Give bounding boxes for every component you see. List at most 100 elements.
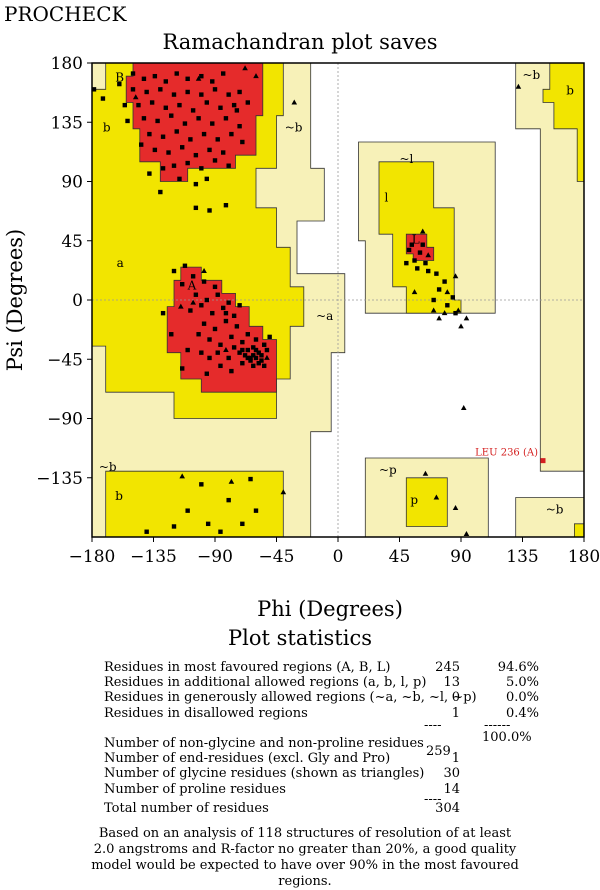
residue-point bbox=[207, 355, 212, 361]
residue-point bbox=[420, 242, 425, 247]
reference-lines bbox=[92, 63, 584, 537]
allowed-region-p bbox=[405, 477, 448, 527]
residue-point bbox=[251, 363, 256, 369]
allowed-region-corner bbox=[574, 523, 585, 538]
glycine-point bbox=[178, 303, 184, 309]
residue-point bbox=[199, 92, 204, 97]
residue-point bbox=[404, 260, 409, 266]
residue-point bbox=[231, 345, 237, 350]
residue-point bbox=[180, 282, 185, 287]
residue-point bbox=[122, 102, 127, 108]
region-labels: Bb ~b a A ~a ~l l L ~b b ~b b ~p p ~b bbox=[99, 68, 574, 516]
residue-point bbox=[215, 137, 220, 142]
residue-point bbox=[193, 292, 199, 297]
residue-point bbox=[160, 310, 166, 316]
residue-point bbox=[171, 163, 177, 168]
residue-point bbox=[147, 131, 152, 137]
glycine-point bbox=[515, 83, 522, 89]
y-axis-label: Psi (Degrees) bbox=[3, 229, 27, 372]
residue-point bbox=[259, 358, 264, 363]
residue-point bbox=[188, 308, 193, 313]
residue-point bbox=[218, 363, 223, 369]
residue-point bbox=[237, 89, 242, 95]
residue-point bbox=[100, 96, 106, 101]
residue-point bbox=[262, 363, 267, 369]
residue-point bbox=[245, 347, 250, 353]
residue-point bbox=[240, 339, 245, 345]
residue-point bbox=[223, 310, 229, 316]
residue-point bbox=[166, 150, 171, 155]
residue-point bbox=[245, 100, 250, 105]
glycine-point bbox=[195, 75, 202, 81]
region-label: b bbox=[103, 120, 111, 134]
residue-point bbox=[251, 353, 256, 358]
stat-label: Residues in disallowed regions bbox=[104, 706, 308, 721]
residue-point bbox=[188, 137, 193, 142]
x-tick-label: −45 bbox=[259, 547, 295, 567]
residue-point bbox=[152, 147, 158, 153]
stat-count: 14 bbox=[443, 782, 460, 797]
separator: ---- bbox=[424, 792, 442, 807]
residue-point bbox=[210, 121, 215, 126]
stat-percent: 5.0% bbox=[505, 675, 539, 690]
stat-label: Residues in most favoured regions (A, B,… bbox=[104, 660, 391, 675]
residue-point bbox=[180, 366, 185, 371]
residue-point bbox=[149, 100, 155, 105]
region-label: b bbox=[115, 489, 123, 503]
glycine-point bbox=[228, 478, 235, 484]
y-tick-label: −135 bbox=[36, 469, 83, 489]
y-tick-label: 45 bbox=[61, 232, 83, 252]
residue-point bbox=[199, 73, 204, 79]
glycine-point bbox=[444, 289, 451, 295]
residue-points: LEU 236 (A) bbox=[91, 65, 546, 536]
residue-point bbox=[196, 332, 201, 337]
glycine-point bbox=[441, 310, 448, 316]
residue-point bbox=[453, 310, 458, 316]
glycine-point bbox=[190, 299, 196, 305]
residue-point bbox=[223, 203, 229, 208]
residue-point bbox=[256, 350, 261, 355]
residue-point bbox=[207, 147, 212, 153]
residue-point bbox=[147, 171, 152, 176]
region-label: ~b bbox=[546, 502, 564, 516]
residue-point bbox=[185, 508, 190, 513]
stat-count: 30 bbox=[443, 766, 460, 781]
residue-point bbox=[177, 176, 182, 182]
residue-point bbox=[210, 310, 215, 316]
residue-point bbox=[180, 145, 185, 150]
residue-point bbox=[240, 361, 245, 366]
residue-point bbox=[171, 524, 177, 529]
residue-point bbox=[248, 358, 253, 363]
residue-point bbox=[182, 121, 188, 126]
glycine-point bbox=[419, 228, 426, 234]
stat-percent: 0.4% bbox=[505, 706, 539, 721]
residue-point bbox=[218, 105, 223, 110]
region-label: B bbox=[115, 70, 124, 84]
stat-percent: 0.0% bbox=[505, 690, 539, 705]
residue-point bbox=[155, 118, 160, 124]
residue-point bbox=[412, 258, 417, 263]
residue-point bbox=[256, 361, 261, 366]
residue-point bbox=[226, 355, 231, 361]
residue-point bbox=[226, 163, 231, 168]
separator: ------ bbox=[484, 718, 511, 733]
residue-point bbox=[248, 476, 253, 482]
residue-point bbox=[205, 521, 211, 527]
residue-point bbox=[204, 176, 209, 182]
program-name: PROCHECK bbox=[4, 2, 127, 26]
residue-point bbox=[212, 158, 218, 163]
glycine-point bbox=[425, 252, 431, 258]
glycine-point bbox=[264, 354, 270, 360]
residue-point bbox=[253, 355, 259, 361]
glycine-point bbox=[463, 315, 470, 321]
glycine-point bbox=[179, 473, 185, 479]
residue-point bbox=[212, 326, 218, 332]
stat-percent: 94.6% bbox=[497, 660, 539, 675]
residue-point bbox=[193, 205, 199, 211]
residue-point bbox=[237, 303, 242, 308]
residue-point bbox=[267, 334, 272, 340]
ramachandran-plot: Bb ~b a A ~a ~l l L ~b b ~b b ~p p ~b LEU 236 (A) −180… bbox=[3, 54, 600, 621]
residue-point bbox=[212, 87, 218, 92]
residue-point bbox=[130, 71, 136, 76]
residue-point bbox=[218, 529, 223, 534]
